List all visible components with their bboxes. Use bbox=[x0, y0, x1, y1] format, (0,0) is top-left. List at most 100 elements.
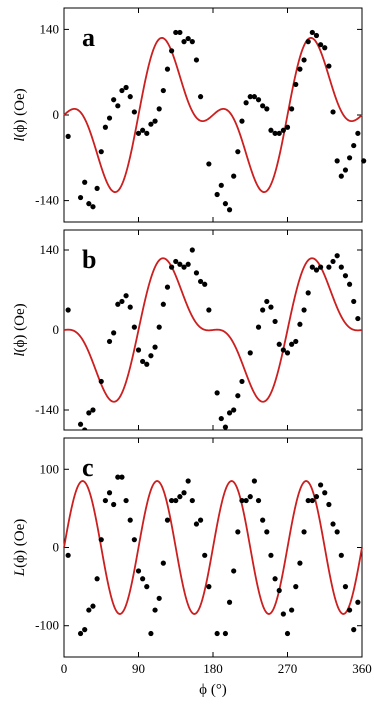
data-point bbox=[127, 94, 133, 100]
y-tick-label: 0 bbox=[53, 540, 60, 555]
data-point bbox=[152, 344, 158, 350]
data-point bbox=[222, 630, 229, 637]
data-point bbox=[231, 568, 237, 574]
data-point bbox=[231, 173, 237, 179]
data-point bbox=[280, 611, 286, 617]
data-point bbox=[342, 167, 349, 173]
chart-panel-c: -100 0 100 0 90 180 270 360 c L(ϕ) (Oe) ϕ (°) bbox=[12, 437, 372, 698]
data-point bbox=[313, 32, 320, 39]
data-point bbox=[94, 576, 100, 582]
data-point bbox=[326, 501, 332, 508]
data-point bbox=[226, 207, 233, 213]
data-point bbox=[239, 497, 245, 504]
data-point bbox=[293, 584, 299, 590]
data-point bbox=[160, 301, 166, 307]
data-layer bbox=[63, 29, 363, 213]
data-point bbox=[260, 307, 266, 313]
y-tick-label: 140 bbox=[40, 21, 60, 36]
data-point bbox=[226, 410, 233, 416]
data-point bbox=[318, 42, 324, 48]
data-point bbox=[148, 630, 154, 637]
y-tick-label: 0 bbox=[53, 107, 60, 122]
data-point bbox=[284, 630, 291, 637]
data-point bbox=[189, 39, 195, 45]
data-point bbox=[313, 267, 320, 273]
y-tick-label: 0 bbox=[53, 322, 60, 337]
data-point bbox=[131, 109, 137, 115]
data-point bbox=[156, 595, 162, 601]
data-point bbox=[297, 321, 303, 327]
data-point bbox=[322, 490, 328, 496]
data-point bbox=[156, 324, 162, 330]
panel-label: b bbox=[82, 245, 96, 274]
data-point bbox=[173, 29, 179, 36]
y-tick-label: 140 bbox=[40, 242, 60, 257]
data-point bbox=[268, 304, 274, 310]
data-point bbox=[338, 173, 344, 179]
data-point bbox=[260, 517, 266, 523]
data-point bbox=[77, 630, 84, 637]
data-point bbox=[197, 517, 204, 523]
data-point bbox=[272, 576, 278, 582]
data-point bbox=[313, 494, 320, 500]
data-point bbox=[318, 264, 324, 270]
data-point bbox=[197, 278, 204, 285]
data-point bbox=[218, 182, 224, 188]
x-axis-label: ϕ (°) bbox=[199, 682, 227, 698]
data-point bbox=[111, 97, 117, 103]
data-point bbox=[243, 497, 249, 504]
data-point bbox=[115, 103, 121, 109]
data-point bbox=[247, 94, 253, 100]
fit-curve bbox=[63, 480, 363, 615]
data-point bbox=[326, 63, 332, 69]
data-point bbox=[86, 201, 92, 207]
data-point bbox=[351, 298, 357, 305]
data-point bbox=[284, 350, 291, 356]
data-point bbox=[90, 407, 96, 413]
data-point bbox=[77, 421, 84, 427]
data-point bbox=[169, 264, 175, 270]
data-point bbox=[160, 560, 166, 566]
data-point bbox=[98, 537, 104, 543]
data-point bbox=[206, 307, 212, 313]
data-point bbox=[193, 521, 200, 527]
data-point bbox=[152, 607, 158, 613]
data-point bbox=[293, 81, 299, 88]
data-layer bbox=[63, 474, 363, 637]
data-point bbox=[322, 45, 328, 51]
data-point bbox=[346, 281, 353, 287]
data-point bbox=[202, 281, 208, 287]
data-point bbox=[94, 185, 100, 191]
x-tick-label: 360 bbox=[352, 661, 372, 676]
data-point bbox=[239, 118, 245, 124]
data-point bbox=[82, 627, 88, 633]
data-point bbox=[255, 497, 262, 504]
panel-label: a bbox=[82, 23, 95, 52]
data-point bbox=[268, 552, 274, 558]
data-point bbox=[193, 57, 200, 63]
data-point bbox=[235, 393, 241, 399]
data-point bbox=[144, 584, 150, 590]
y-axis-label: L(ϕ) (Oe) bbox=[12, 519, 28, 577]
data-point bbox=[164, 284, 171, 290]
data-point bbox=[140, 576, 146, 582]
data-point bbox=[297, 66, 303, 72]
data-point bbox=[264, 106, 270, 112]
data-point bbox=[305, 39, 311, 45]
data-point bbox=[144, 361, 150, 367]
data-point bbox=[111, 501, 117, 508]
data-point bbox=[131, 537, 137, 543]
data-point bbox=[185, 478, 191, 484]
data-point bbox=[231, 407, 237, 413]
data-point bbox=[169, 497, 175, 504]
data-point bbox=[123, 84, 129, 91]
data-point bbox=[330, 521, 336, 527]
data-point bbox=[297, 560, 303, 566]
data-point bbox=[346, 155, 353, 161]
data-point bbox=[309, 29, 315, 36]
data-point bbox=[189, 247, 195, 253]
chart-panel-a: -140 0 140 a l(ϕ) (Oe) bbox=[12, 7, 367, 223]
data-point bbox=[264, 529, 270, 535]
data-point bbox=[177, 261, 183, 267]
fit-curve bbox=[63, 36, 363, 194]
